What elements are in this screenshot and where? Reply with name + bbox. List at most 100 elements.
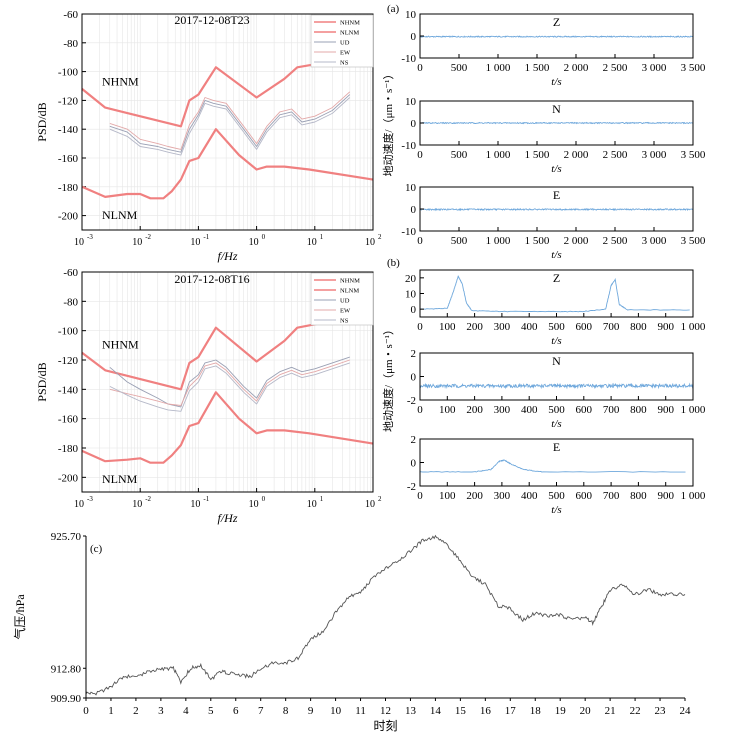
y-tick-label: 2 [411,434,417,446]
x-tick-label: 13 [405,705,417,717]
x-tick-label: 9 [308,705,314,717]
y-tick-label: -100 [58,326,79,338]
x-tick-exponent: 2 [378,233,382,241]
plot-frame [81,271,374,493]
y-axis-label: PSD/dB [35,102,49,141]
x-tick-label: 400 [521,404,538,416]
x-tick-label: 300 [494,404,511,416]
x-tick-exponent: -2 [145,233,151,241]
series-line-nlnm [81,391,374,464]
x-tick-label: 0 [417,149,423,161]
legend-label: NS [340,60,349,67]
x-tick-label: 100 [439,490,456,502]
y-tick-label: 0 [411,118,417,130]
series-line-ud [109,356,350,408]
legend-box [310,14,374,68]
x-tick-label: 700 [603,321,620,333]
y-tick-label: 10 [405,9,417,21]
series-line-ud [109,94,351,153]
x-tick-label: 1 500 [525,235,550,247]
x-tick-label: 10 [132,237,142,248]
x-tick-label: 12 [380,705,391,717]
x-tick-label: 300 [494,490,511,502]
x-tick-label: 500 [451,62,468,74]
x-tick-label: 800 [630,321,647,333]
x-tick-label: 1 500 [525,62,550,74]
x-tick-label: 8 [283,705,289,717]
y-tick-label: -140 [58,124,79,136]
y-tick-label: -160 [58,153,79,165]
x-axis-label: t/s [551,418,561,430]
y-tick-label: -80 [63,296,78,308]
subplot-z: 100-100 500 1 000 1 500 2 000 2 500 3 000 3 500… [401,9,706,88]
x-tick-label: 2 000 [564,62,589,74]
x-tick-label: 500 [548,404,565,416]
velocity-trace-e [419,459,686,473]
x-tick-label: 3 [158,705,164,717]
velocity-panel-2: 100-100 500 1 000 1 500 2 000 2 500 3 000 3 500… [381,3,706,261]
x-tick-label: 500 [451,235,468,247]
legend-label: NLNM [340,288,359,295]
x-tick-label: 1 000 [486,62,511,74]
x-tick-label: 800 [630,490,647,502]
y-tick-label: -120 [58,355,79,367]
subplot-n: 100-100 500 1 000 1 500 2 000 2 500 3 000 3 500… [401,96,706,175]
y-tick-label: 10 [405,182,417,194]
x-tick-exponent: 1 [320,495,324,503]
x-tick-label: 10 [365,499,375,510]
y-tick-label: -180 [58,182,79,194]
x-tick-label: 6 [233,705,239,717]
x-tick-label: 5 [208,705,214,717]
x-tick-label: 2 [133,705,139,717]
y-tick-label: 925.70 [51,531,82,543]
x-tick-label: 10 [307,499,317,510]
x-tick-label: 24 [680,705,692,717]
x-tick-label: 1 [108,705,114,717]
x-tick-label: 10 [249,237,259,248]
y-tick-label: 912.80 [51,663,82,675]
x-axis-label: t/s [551,335,561,347]
y-tick-label: -60 [63,267,78,279]
legend-label: NLNM [340,30,359,37]
x-tick-label: 500 [548,321,565,333]
x-tick-label: 15 [455,705,467,717]
x-tick-label: 600 [576,404,593,416]
x-tick-exponent: -3 [87,233,93,241]
x-tick-label: 0 [83,705,89,717]
x-tick-exponent: -3 [87,495,93,503]
x-tick-label: 1 000 [486,235,511,247]
legend-label: NHNM [340,278,360,285]
y-axis-label: 地动速度/（μm・s⁻¹） [381,69,395,177]
x-tick-label: 1 000 [681,321,706,333]
panel-label: (c) [90,543,103,555]
x-tick-label: 10 [190,237,200,248]
x-tick-label: 22 [630,705,641,717]
y-tick-label: 909.90 [51,693,82,705]
x-tick-label: 0 [417,490,423,502]
x-tick-label: 3 000 [642,62,667,74]
y-tick-label: -10 [401,53,416,65]
x-tick-label: 400 [521,490,538,502]
series-line-nhnm [81,53,374,128]
x-tick-label: 18 [530,705,542,717]
x-axis-label: t/s [551,76,561,88]
y-tick-label: -140 [58,384,79,396]
x-tick-label: 16 [480,705,492,717]
legend: NHNM NLNM UD EW NS [310,14,374,68]
x-tick-label: 3 000 [642,149,667,161]
x-tick-label: 3 000 [642,235,667,247]
chart-title: 2017-12-08T16 [174,272,249,286]
x-axis-label: t/s [551,163,561,175]
x-tick-label: 900 [657,321,674,333]
legend-box [310,272,374,326]
legend-label: UD [340,298,350,305]
x-tick-label: 600 [576,321,593,333]
y-tick-label: 0 [411,458,417,470]
component-label: E [553,188,560,202]
series-line-nlnm [81,128,374,200]
x-tick-label: 200 [466,490,483,502]
x-tick-label: 7 [258,705,264,717]
x-tick-label: 2 500 [603,149,628,161]
y-tick-label: -10 [401,140,416,152]
